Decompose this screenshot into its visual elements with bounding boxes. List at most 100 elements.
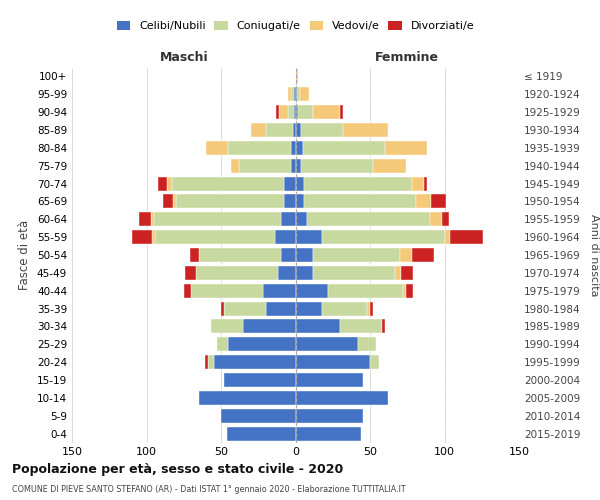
Bar [167,176,172,190]
Bar [217,338,229,351]
Bar [205,355,208,369]
Bar [281,248,296,262]
Bar [294,88,296,101]
Bar [296,159,301,172]
Bar [296,70,298,84]
Bar [297,88,300,101]
Bar [296,105,298,119]
Bar [382,320,385,334]
Bar [266,302,296,316]
Bar [288,88,291,101]
Bar [172,176,284,190]
Bar [291,88,294,101]
Bar [152,230,155,244]
Text: COMUNE DI PIEVE SANTO STEFANO (AR) - Dati ISTAT 1° gennaio 2020 - Elaborazione T: COMUNE DI PIEVE SANTO STEFANO (AR) - Dat… [12,485,406,494]
Bar [229,338,296,351]
Bar [296,230,322,244]
Bar [328,284,403,298]
Bar [403,284,406,298]
Bar [401,266,413,280]
Bar [370,355,379,369]
Bar [322,230,445,244]
Text: Popolazione per età, sesso e stato civile - 2020: Popolazione per età, sesso e stato civil… [12,462,343,475]
Bar [296,373,362,387]
Bar [296,176,304,190]
Bar [211,320,244,334]
Bar [406,284,413,298]
Bar [445,230,451,244]
Bar [296,248,313,262]
Bar [367,302,370,316]
Legend: Celibi/Nubili, Coniugati/e, Vedovi/e, Divorziati/e: Celibi/Nubili, Coniugati/e, Vedovi/e, Di… [116,20,475,31]
Bar [424,176,427,190]
Bar [208,355,214,369]
Bar [296,88,297,101]
Bar [288,105,294,119]
Bar [301,123,343,137]
Y-axis label: Anni di nascita: Anni di nascita [589,214,599,296]
Bar [400,248,412,262]
Bar [412,176,424,190]
Bar [296,320,340,334]
Bar [251,123,266,137]
Bar [263,284,296,298]
Bar [296,338,358,351]
Bar [451,230,483,244]
Bar [244,320,296,334]
Bar [373,159,406,172]
Bar [358,338,376,351]
Bar [229,141,291,155]
Bar [221,302,224,316]
Bar [281,212,296,226]
Bar [293,123,296,137]
Bar [163,194,173,208]
Bar [296,194,304,208]
Bar [266,123,293,137]
Bar [199,248,281,262]
Bar [221,409,296,422]
Bar [442,212,449,226]
Bar [313,105,340,119]
Bar [154,212,281,226]
Bar [431,194,446,208]
Bar [300,88,309,101]
Bar [224,373,296,387]
Bar [227,426,296,440]
Bar [296,302,322,316]
Bar [206,141,229,155]
Bar [196,266,278,280]
Bar [155,230,275,244]
Bar [301,159,373,172]
Bar [184,284,191,298]
Bar [173,194,176,208]
Bar [158,176,167,190]
Bar [294,105,296,119]
Bar [185,266,196,280]
Bar [416,194,431,208]
Bar [296,123,301,137]
Bar [322,302,367,316]
Bar [296,355,370,369]
Y-axis label: Fasce di età: Fasce di età [19,220,31,290]
Bar [191,284,263,298]
Bar [412,248,434,262]
Bar [296,409,362,422]
Bar [276,105,279,119]
Bar [214,355,296,369]
Bar [151,212,154,226]
Bar [224,302,266,316]
Bar [278,266,296,280]
Bar [139,212,151,226]
Bar [304,176,412,190]
Bar [296,391,388,405]
Bar [340,105,343,119]
Text: Femmine: Femmine [375,51,439,64]
Bar [395,266,401,280]
Bar [304,194,416,208]
Bar [176,194,284,208]
Bar [291,159,296,172]
Bar [343,123,388,137]
Text: Maschi: Maschi [160,51,208,64]
Bar [307,212,430,226]
Bar [296,284,328,298]
